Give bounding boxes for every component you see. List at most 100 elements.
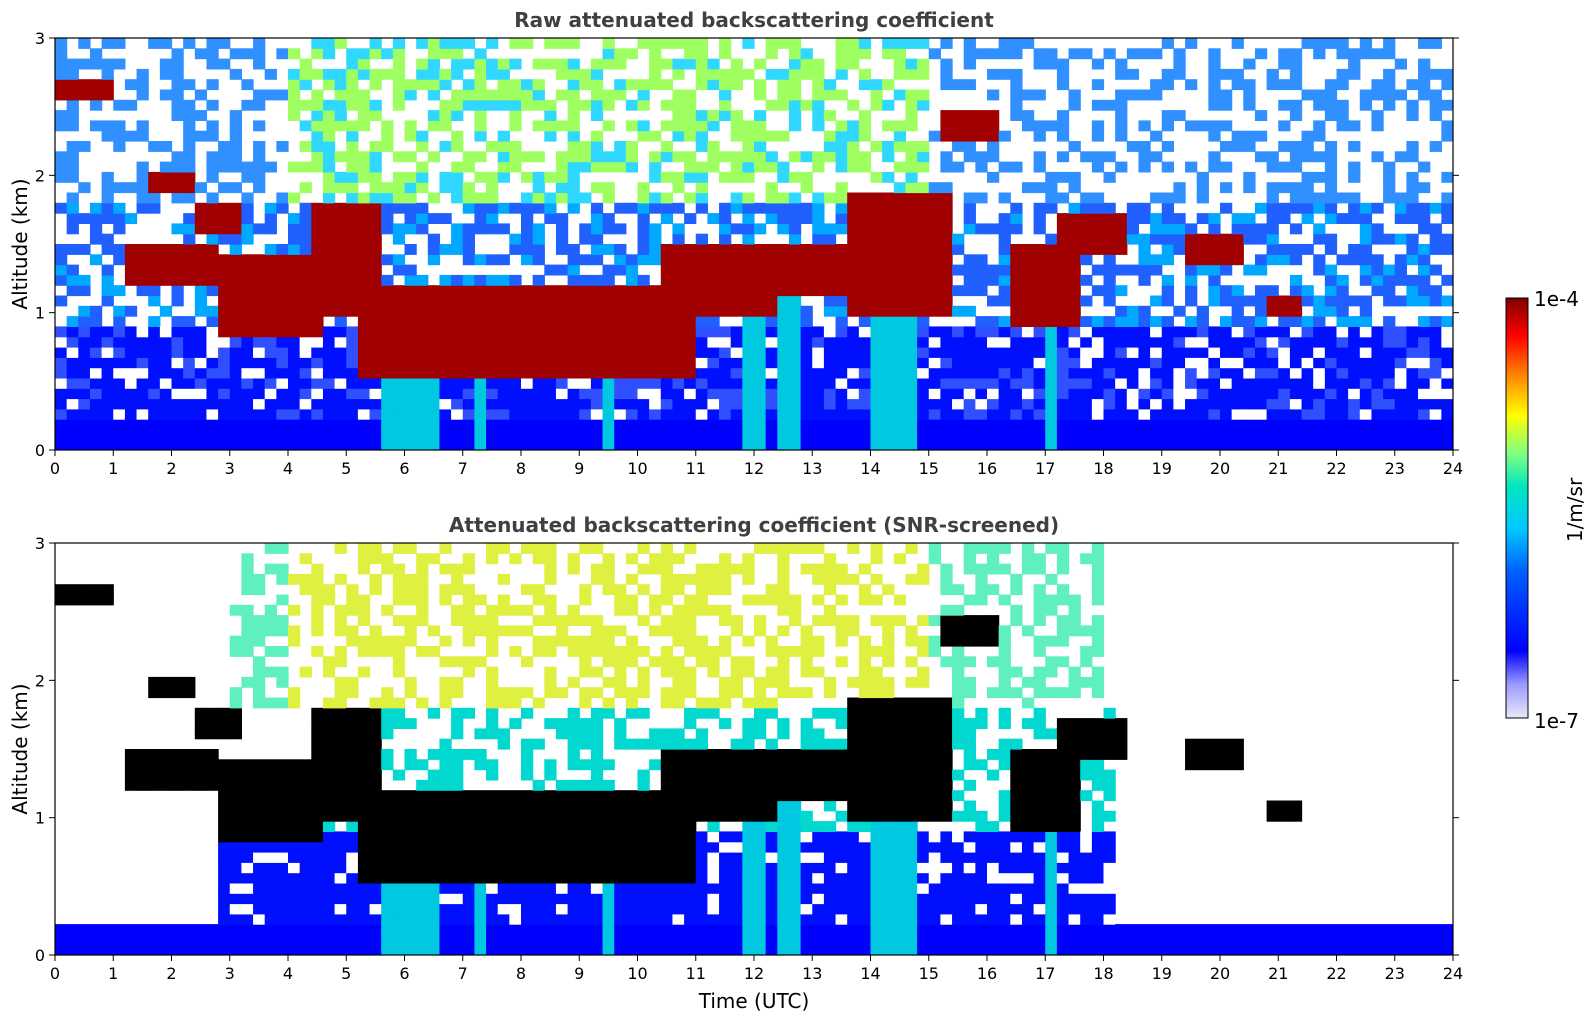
heatmap-cell xyxy=(1243,100,1255,111)
heatmap-cell xyxy=(905,347,917,358)
heatmap-cell xyxy=(346,687,358,698)
heatmap-cell xyxy=(1441,79,1453,90)
heatmap-cell xyxy=(358,440,370,451)
heatmap-cell xyxy=(696,749,708,760)
heatmap-cell xyxy=(172,182,184,193)
heatmap-cell xyxy=(614,162,626,173)
heatmap-cell xyxy=(731,59,743,70)
heatmap-cell xyxy=(509,306,521,317)
heatmap-cell xyxy=(102,296,114,307)
heatmap-cell xyxy=(451,934,463,945)
heatmap-cell xyxy=(241,285,253,296)
heatmap-cell xyxy=(416,790,428,801)
heatmap-cell xyxy=(1104,285,1116,296)
heatmap-cell xyxy=(731,440,743,451)
heatmap-cell xyxy=(1208,378,1220,389)
heatmap-cell xyxy=(370,203,382,214)
heatmap-cell xyxy=(661,667,673,678)
heatmap-cell xyxy=(160,90,172,101)
heatmap-cell xyxy=(638,193,650,204)
heatmap-cell xyxy=(393,419,405,430)
heatmap-cell xyxy=(882,440,894,451)
heatmap-cell xyxy=(1360,429,1372,440)
heatmap-cell xyxy=(661,625,673,636)
heatmap-cell xyxy=(1371,409,1383,420)
heatmap-cell xyxy=(766,100,778,111)
heatmap-cell xyxy=(568,605,580,616)
heatmap-cell xyxy=(172,79,184,90)
heatmap-cell xyxy=(929,378,941,389)
heatmap-cell xyxy=(1115,285,1127,296)
heatmap-cell xyxy=(113,945,125,956)
heatmap-cell xyxy=(265,852,277,863)
heatmap-cell xyxy=(917,378,929,389)
heatmap-cell xyxy=(253,306,265,317)
heatmap-cell xyxy=(591,790,603,801)
heatmap-cell xyxy=(1395,399,1407,410)
heatmap-cell xyxy=(1115,100,1127,111)
heatmap-cell xyxy=(55,90,67,101)
heatmap-cell xyxy=(579,883,591,894)
heatmap-cell xyxy=(1092,409,1104,420)
heatmap-cell xyxy=(649,842,661,853)
heatmap-cell xyxy=(218,388,230,399)
heatmap-cell xyxy=(1092,151,1104,162)
heatmap-cell xyxy=(579,234,591,245)
heatmap-cell xyxy=(1162,110,1174,121)
heatmap-cell xyxy=(311,914,323,925)
heatmap-cell xyxy=(253,584,265,595)
heatmap-cell xyxy=(1441,100,1453,111)
heatmap-cell xyxy=(1267,429,1279,440)
heatmap-cell xyxy=(474,914,486,925)
heatmap-cell xyxy=(486,543,498,554)
heatmap-cell xyxy=(626,368,638,379)
heatmap-cell xyxy=(603,862,615,873)
heatmap-cell xyxy=(241,605,253,616)
heatmap-cell xyxy=(509,275,521,286)
heatmap-cell xyxy=(206,429,218,440)
heatmap-cell xyxy=(451,419,463,430)
heatmap-cell xyxy=(1138,368,1150,379)
heatmap-cell xyxy=(323,708,335,719)
x-tick-label: 9 xyxy=(574,459,584,478)
heatmap-cell xyxy=(451,59,463,70)
heatmap-cell xyxy=(672,378,684,389)
heatmap-cell xyxy=(777,100,789,111)
heatmap-cell xyxy=(288,100,300,111)
heatmap-cell xyxy=(603,904,615,915)
heatmap-cell xyxy=(55,59,67,70)
heatmap-cell xyxy=(1162,357,1174,368)
heatmap-cell xyxy=(789,388,801,399)
heatmap-cell xyxy=(463,254,475,265)
heatmap-cell xyxy=(1337,378,1349,389)
heatmap-cell xyxy=(230,440,242,451)
heatmap-cell xyxy=(742,141,754,152)
heatmap-cell xyxy=(1302,419,1314,430)
heatmap-cell xyxy=(265,244,277,255)
heatmap-cell xyxy=(824,419,836,430)
heatmap-cell xyxy=(952,141,964,152)
heatmap-cell xyxy=(684,615,696,626)
heatmap-cell xyxy=(90,924,102,935)
heatmap-cell xyxy=(300,316,312,327)
heatmap-cell xyxy=(160,759,172,770)
heatmap-cell xyxy=(940,275,952,286)
heatmap-cell xyxy=(55,120,67,131)
heatmap-cell xyxy=(1045,182,1057,193)
heatmap-cell xyxy=(498,831,510,842)
heatmap-cell xyxy=(113,213,125,224)
heatmap-cell xyxy=(206,151,218,162)
heatmap-cell xyxy=(265,914,277,925)
heatmap-cell xyxy=(370,244,382,255)
heatmap-cell xyxy=(381,821,393,832)
heatmap-cell xyxy=(451,131,463,142)
heatmap-cell xyxy=(323,718,335,729)
heatmap-cell xyxy=(940,38,952,49)
heatmap-cell xyxy=(346,357,358,368)
heatmap-cell xyxy=(1278,306,1290,317)
heatmap-cell xyxy=(1010,203,1022,214)
heatmap-cell xyxy=(1418,182,1430,193)
heatmap-cell xyxy=(894,275,906,286)
heatmap-cell xyxy=(265,378,277,389)
heatmap-cell xyxy=(90,90,102,101)
